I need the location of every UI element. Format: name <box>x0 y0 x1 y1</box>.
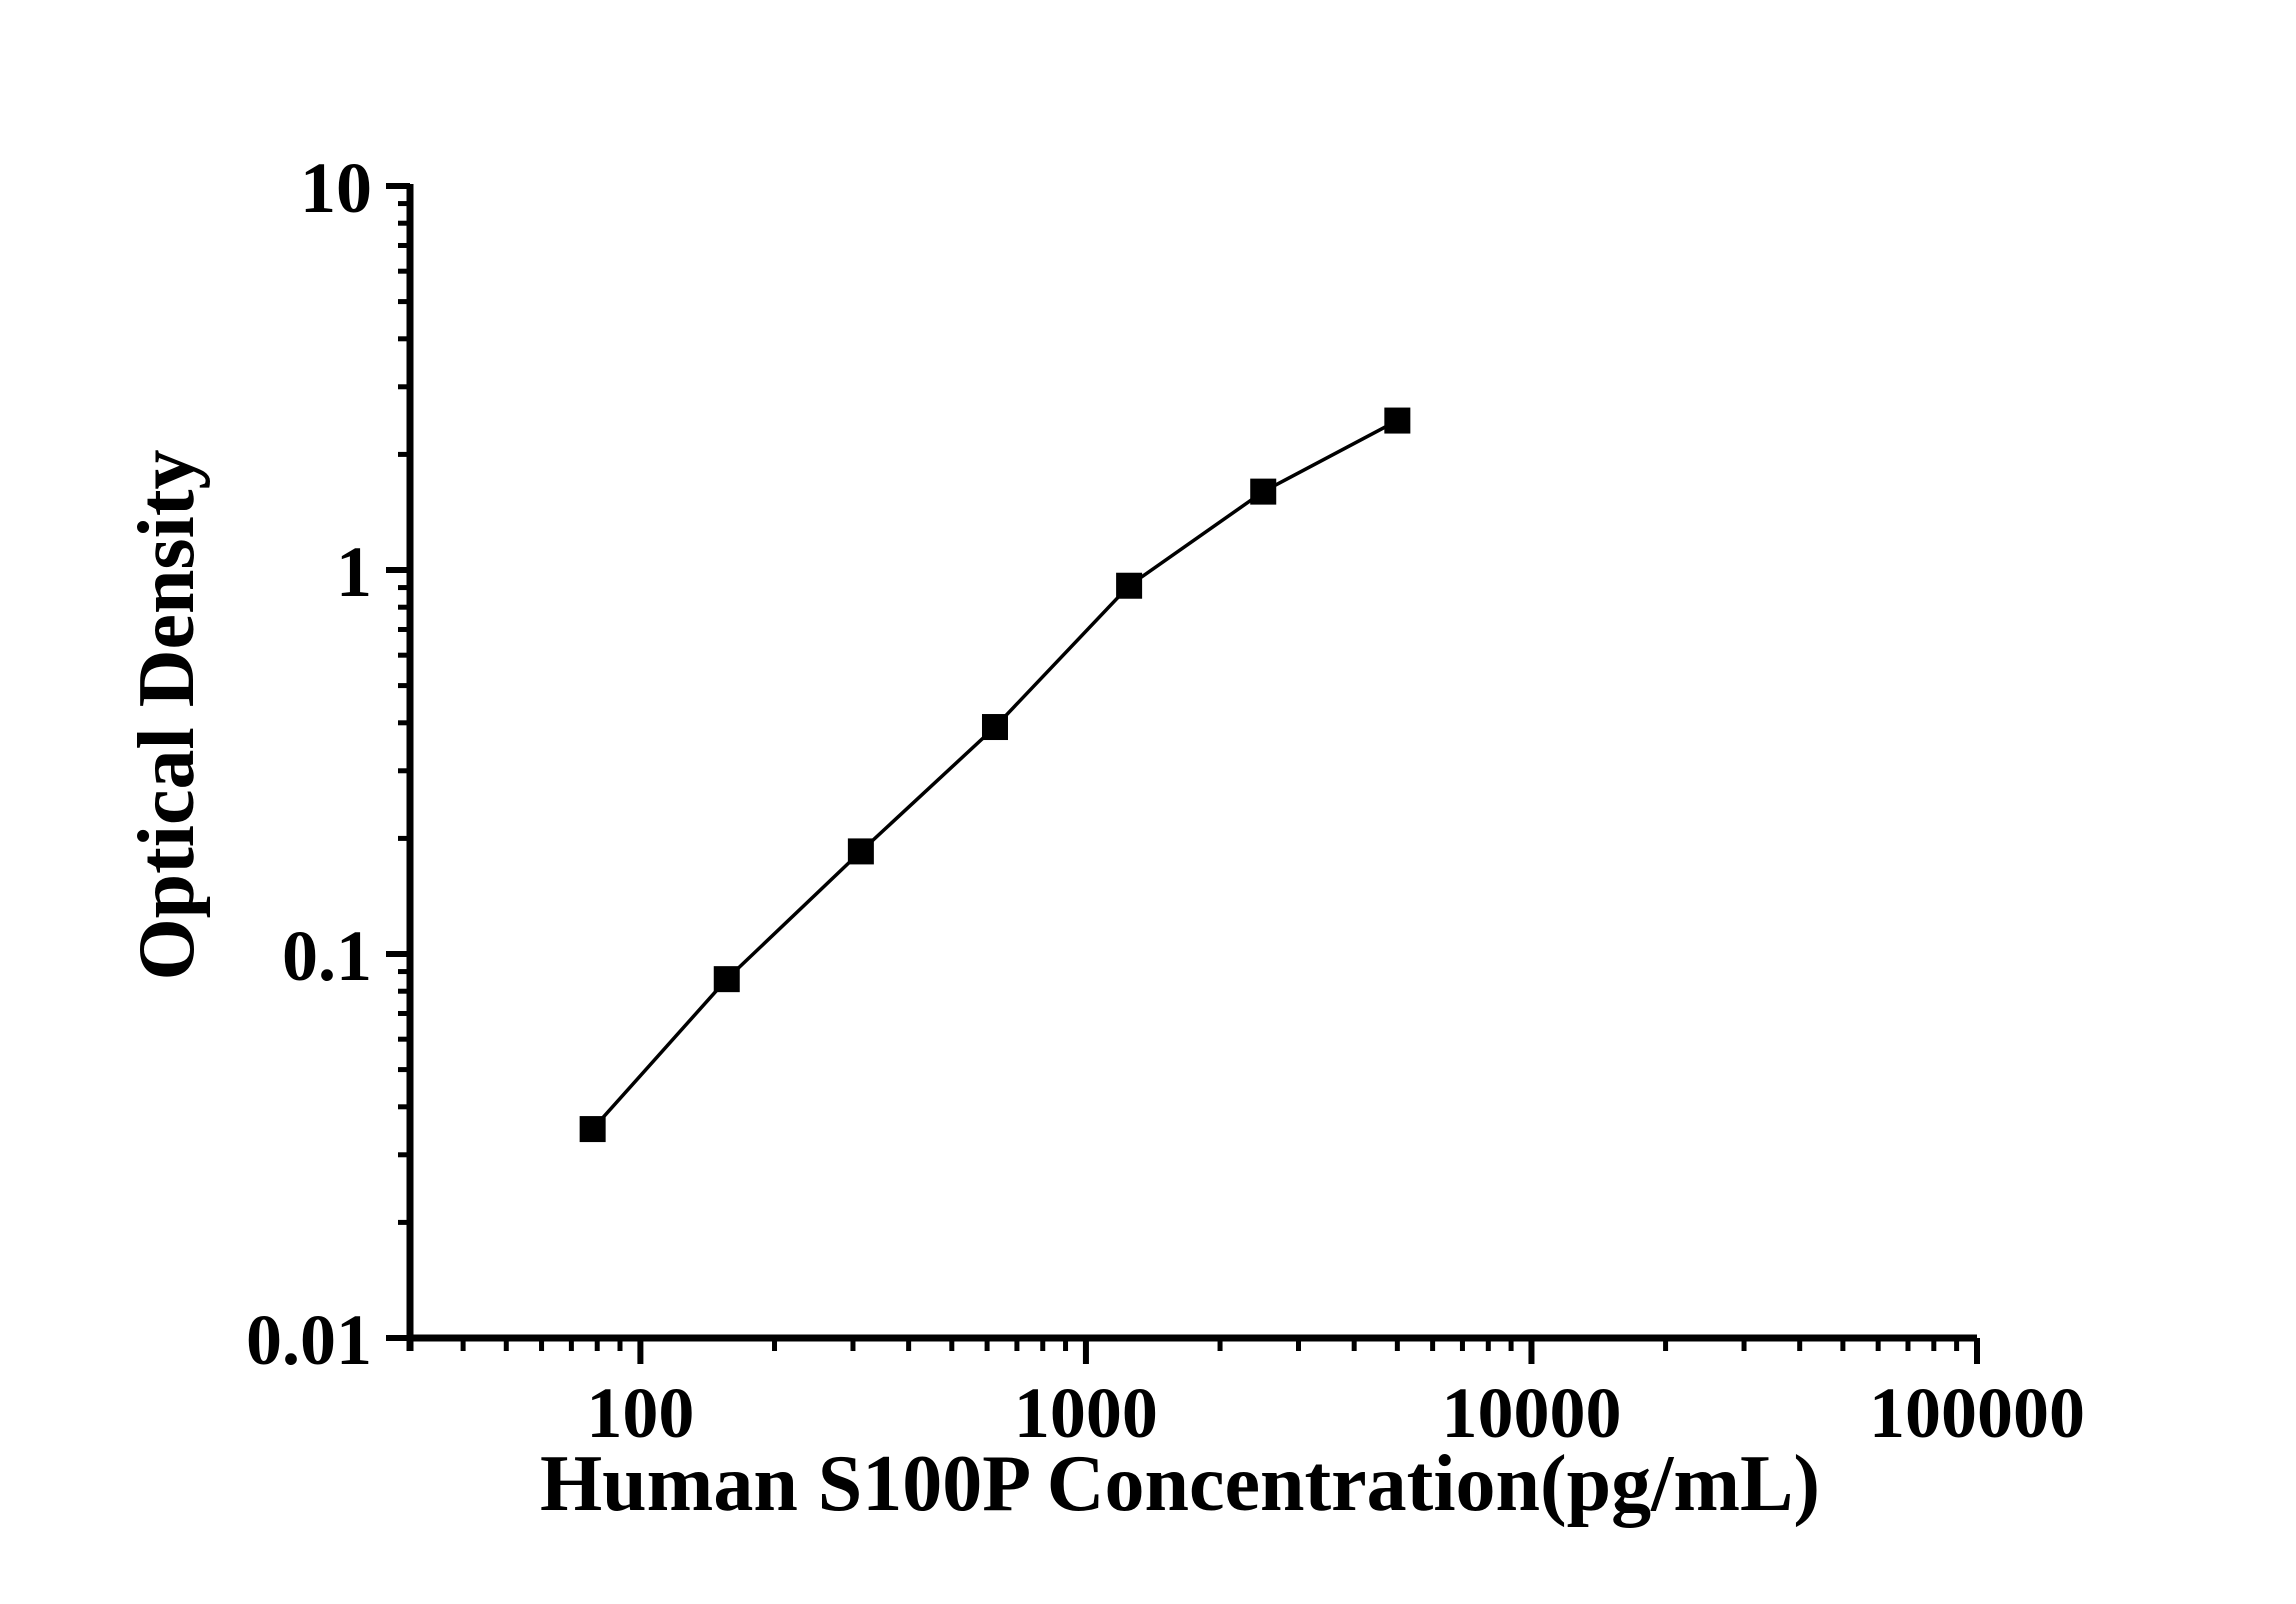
data-point-marker <box>1250 478 1277 505</box>
x-tick-label: 1000 <box>1014 1373 1158 1453</box>
y-tick-label: 0.01 <box>246 1300 372 1380</box>
x-tick-label: 10000 <box>1441 1373 1621 1453</box>
y-tick-label: 0.1 <box>282 916 372 996</box>
y-tick-label: 10 <box>300 148 372 228</box>
x-axis-title: Human S100P Concentration(pg/mL) <box>540 1440 1820 1528</box>
data-point-marker <box>1384 407 1411 434</box>
axes-layer: 100 1000 10000 100000 0.01 0.1 1 10 <box>246 148 2085 1453</box>
data-point-marker <box>579 1116 606 1143</box>
series-line <box>591 419 1399 1131</box>
y-tick-label: 1 <box>336 532 372 612</box>
series-layer <box>579 407 1411 1143</box>
data-point-marker <box>1116 572 1143 599</box>
data-point-marker <box>981 714 1008 741</box>
x-tick-label: 100 <box>586 1373 694 1453</box>
data-point-marker <box>847 838 874 865</box>
data-point-marker <box>713 966 740 993</box>
x-tick-label: 100000 <box>1869 1373 2085 1453</box>
y-axis-title: Optical Density <box>123 449 211 980</box>
